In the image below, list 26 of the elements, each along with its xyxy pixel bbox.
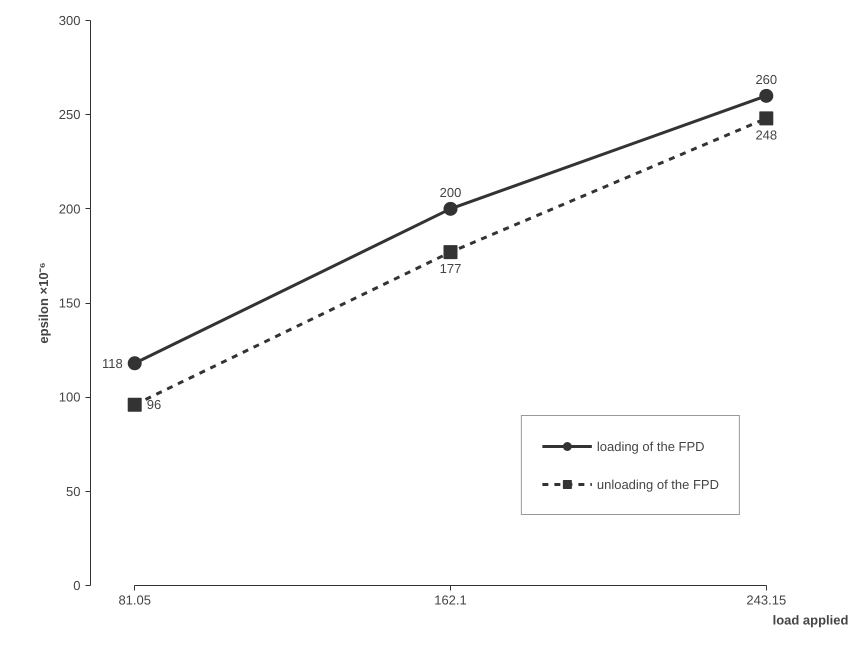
data-label: 200 xyxy=(440,184,462,200)
x-tick-label: 81.05 xyxy=(118,592,151,608)
y-tick-label: 50 xyxy=(66,484,81,499)
y-tick-label: 250 xyxy=(58,107,81,122)
data-label: 96 xyxy=(146,397,162,412)
point xyxy=(759,111,774,126)
data-label: 248 xyxy=(755,127,778,142)
data-label: 177 xyxy=(440,261,462,276)
point xyxy=(759,88,774,103)
legend-label: unloading of the FPD xyxy=(596,476,719,492)
point xyxy=(444,245,458,260)
y-tick-label: 300 xyxy=(58,13,81,28)
point xyxy=(444,202,458,216)
point xyxy=(128,356,142,370)
y-tick-label: 150 xyxy=(58,296,81,310)
point xyxy=(128,398,142,412)
x-tick-label: 162.1 xyxy=(434,592,467,608)
data-label: 118 xyxy=(102,356,123,371)
legend-label: loading of the FPD xyxy=(596,438,705,454)
x-axis-title: load applied xyxy=(772,612,848,628)
data-label: 260 xyxy=(755,72,778,87)
y-tick-label: 100 xyxy=(58,390,81,405)
y-tick-label: 200 xyxy=(58,201,81,216)
y-tick-label: 0 xyxy=(73,578,81,593)
y-axis-title: epsilon ×10⁻⁶ xyxy=(36,262,51,344)
x-tick-label: 243.15 xyxy=(746,592,786,608)
